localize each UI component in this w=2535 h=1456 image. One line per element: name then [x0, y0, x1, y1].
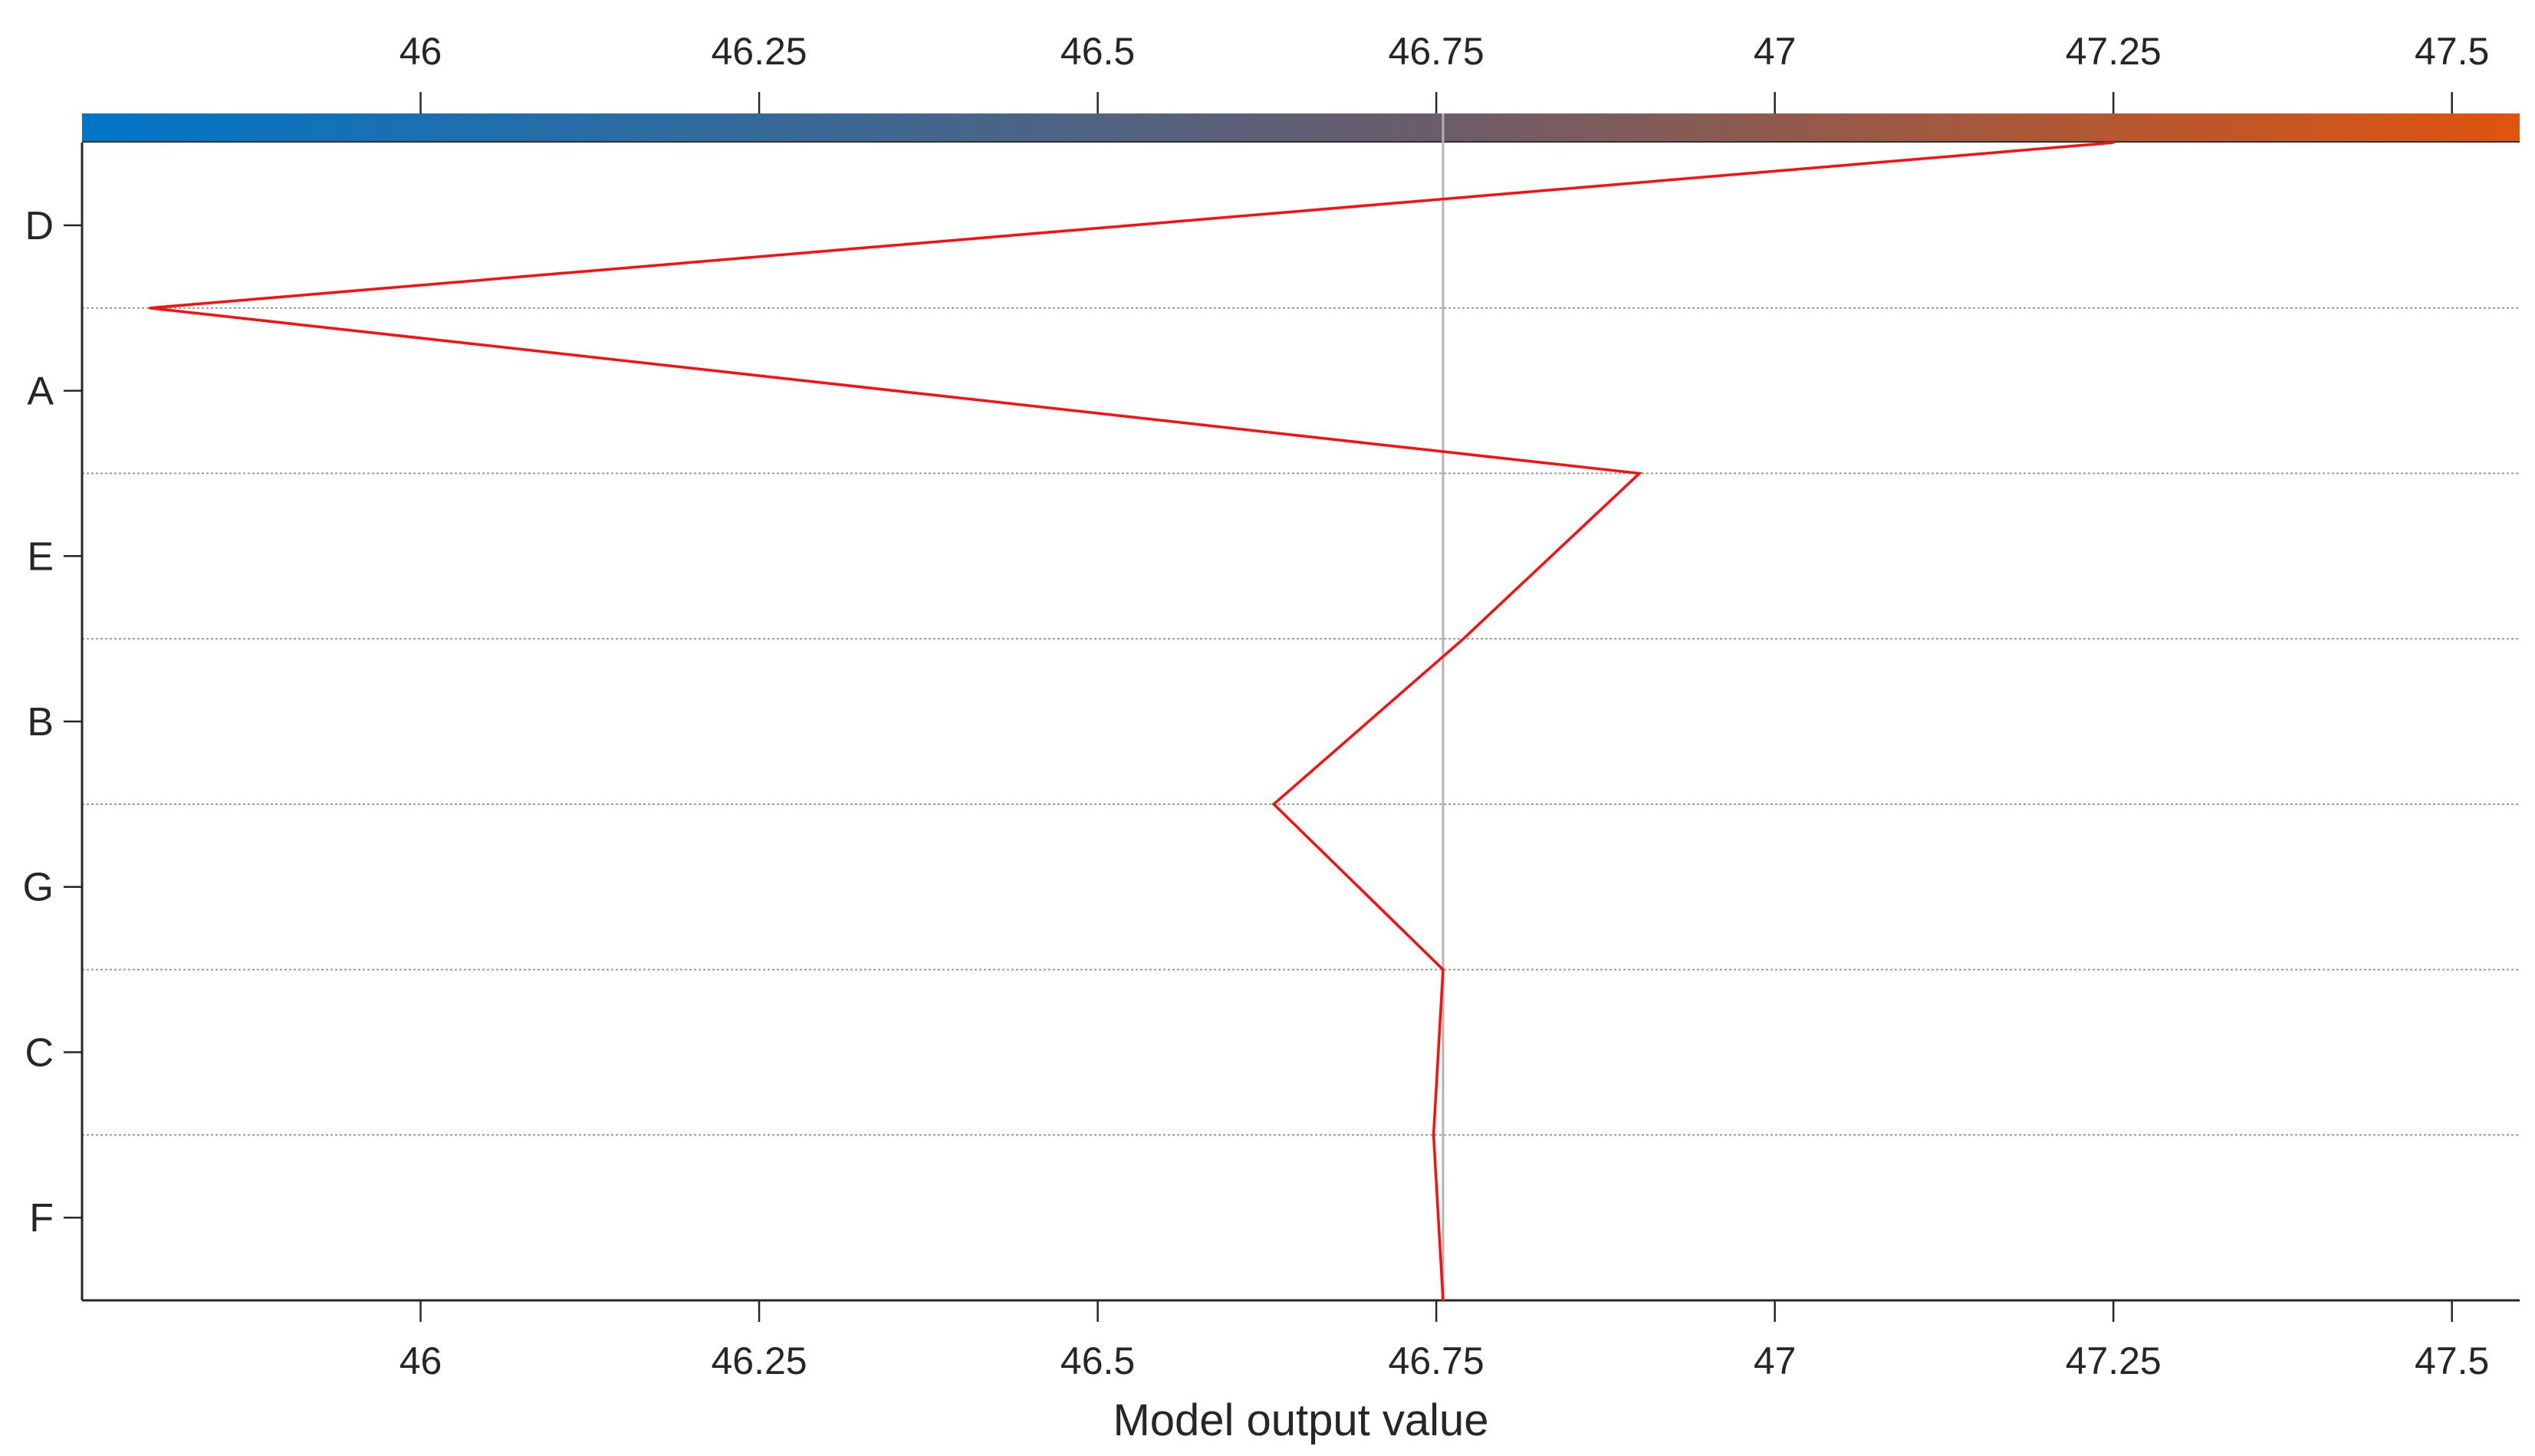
- bottom-tick-label: 47.25: [2066, 1339, 2162, 1382]
- bottom-tick-label: 47: [1754, 1339, 1797, 1382]
- bottom-tick-label: 46.75: [1389, 1339, 1485, 1382]
- path-point: [148, 307, 151, 310]
- bottom-tick-label: 47.5: [2415, 1339, 2489, 1382]
- feature-label-C: C: [25, 1030, 54, 1075]
- top-x-axis: 46 46.25 46.5 46.75 47 47.25 47.5: [399, 30, 2489, 113]
- bottom-tick-label: 46.5: [1060, 1339, 1135, 1382]
- colorbar-gradient: [82, 113, 2520, 143]
- decision-path-line: [150, 141, 2114, 1301]
- feature-label-G: G: [23, 866, 54, 910]
- top-tick-label: 47.5: [2415, 30, 2489, 73]
- top-tick-label: 46.5: [1060, 30, 1135, 73]
- path-point: [2112, 141, 2115, 144]
- path-point: [1442, 1299, 1445, 1302]
- top-tick-label: 47.25: [2066, 30, 2162, 73]
- feature-label-E: E: [27, 534, 54, 579]
- top-tick-label: 46: [399, 30, 442, 73]
- grid-lines: [82, 307, 2520, 1136]
- top-tick-label: 47: [1754, 30, 1797, 73]
- bottom-x-axis: 46 46.25 46.5 46.75 47 47.25 47.5: [82, 1299, 2520, 1382]
- path-point: [1442, 968, 1445, 971]
- top-tick-label: 46.75: [1389, 30, 1485, 73]
- bottom-tick-label: 46.25: [711, 1339, 807, 1382]
- path-point: [1461, 637, 1465, 640]
- top-tick-label: 46.25: [711, 30, 807, 73]
- path-point: [1272, 803, 1275, 806]
- decision-path: [148, 141, 2115, 1302]
- colorbar: [82, 113, 2520, 143]
- feature-label-B: B: [27, 700, 54, 744]
- path-point: [1432, 1133, 1435, 1136]
- feature-label-F: F: [29, 1196, 54, 1241]
- bottom-tick-label: 46: [399, 1339, 442, 1382]
- y-axis: D A E B G C F: [23, 143, 84, 1300]
- x-axis-title: Model output value: [1113, 1395, 1488, 1445]
- path-point: [1638, 472, 1641, 475]
- feature-label-D: D: [25, 204, 54, 248]
- feature-label-A: A: [27, 370, 54, 414]
